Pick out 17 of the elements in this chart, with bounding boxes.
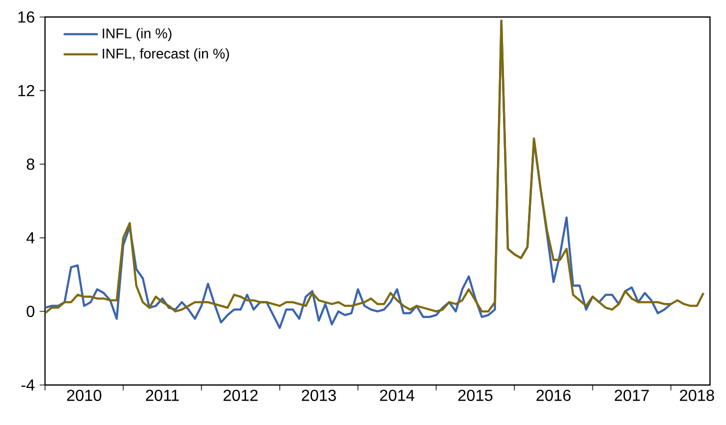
x-tick-label: 2018 xyxy=(680,390,714,402)
y-tick-label: -4 xyxy=(21,379,35,390)
x-tick-label: 2012 xyxy=(224,390,258,402)
x-tick-label: 2011 xyxy=(146,390,179,402)
x-tick-label: 2017 xyxy=(614,390,649,402)
x-tick-label: 2013 xyxy=(302,390,336,402)
x-tick-label: 2015 xyxy=(458,390,492,402)
y-tick-label: 12 xyxy=(18,85,34,96)
x-tick-label: 2014 xyxy=(380,390,414,402)
y-tick-label: 8 xyxy=(26,158,34,170)
legend-label: INFL, forecast (in %) xyxy=(102,48,229,62)
y-tick-label: 16 xyxy=(18,11,34,23)
y-tick-label: 0 xyxy=(26,306,34,318)
y-tick-label: 4 xyxy=(26,232,35,244)
x-tick-label: 2010 xyxy=(67,390,102,402)
legend-label: INFL (in %) xyxy=(102,28,172,42)
x-tick-label: 2016 xyxy=(536,390,571,402)
